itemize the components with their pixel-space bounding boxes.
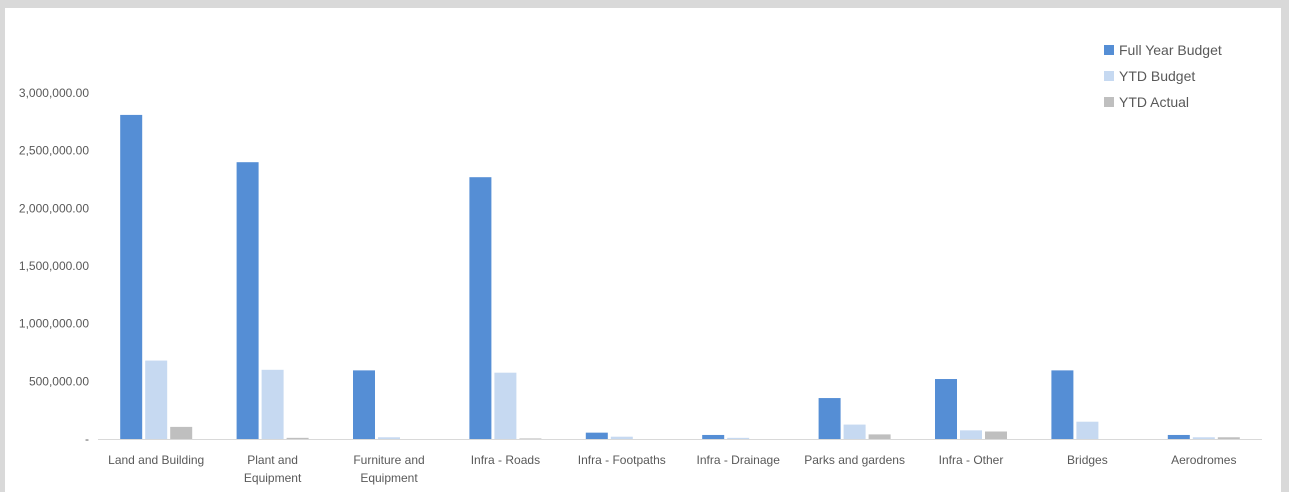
bar-ytd-budget (145, 360, 168, 439)
x-tick-label: Infra - Other (939, 453, 1004, 467)
bar-full-year-budget (120, 114, 143, 439)
bar-full-year-budget (469, 177, 492, 439)
x-tick-label: Infra - Drainage (697, 453, 781, 467)
bar-ytd-budget (1076, 421, 1099, 439)
x-tick-label: Furniture and (353, 453, 424, 467)
bar-ytd-budget (610, 436, 633, 439)
bar-ytd-actual (519, 438, 542, 439)
y-tick-label: 3,000,000.00 (19, 86, 89, 100)
legend-swatch-full-year-budget (1104, 45, 1114, 55)
bar-ytd-actual (868, 434, 891, 439)
bar-ytd-budget (843, 424, 866, 439)
bar-ytd-budget (1192, 437, 1215, 439)
y-tick-label: 2,500,000.00 (19, 144, 89, 158)
bar-ytd-actual (1217, 437, 1240, 439)
y-tick-label: 500,000.00 (29, 374, 89, 388)
y-tick-label: 1,500,000.00 (19, 259, 89, 273)
y-tick-label: - (85, 432, 89, 446)
y-tick-label: 2,000,000.00 (19, 201, 89, 215)
bar-full-year-budget (935, 379, 957, 439)
legend-swatch-ytd-actual (1104, 97, 1114, 107)
x-tick-label: Infra - Footpaths (578, 453, 666, 467)
x-tick-label: Equipment (360, 471, 418, 485)
bar-ytd-budget (960, 430, 982, 439)
bar-full-year-budget (236, 162, 259, 439)
bar-ytd-actual (286, 437, 309, 439)
bar-ytd-budget (378, 437, 400, 439)
bar-full-year-budget (353, 370, 375, 439)
x-tick-label: Aerodromes (1171, 453, 1236, 467)
x-tick-label: Bridges (1067, 453, 1108, 467)
bar-ytd-budget (494, 372, 517, 439)
bar-full-year-budget (1051, 370, 1074, 439)
bar-ytd-actual (170, 426, 193, 439)
x-tick-label: Parks and gardens (804, 453, 905, 467)
x-tick-label: Equipment (244, 471, 302, 485)
x-tick-label: Land and Building (108, 453, 204, 467)
legend-label-ytd-actual: YTD Actual (1119, 94, 1189, 110)
legend-label-full-year-budget: Full Year Budget (1119, 42, 1222, 58)
bar-full-year-budget (702, 434, 725, 439)
bar-full-year-budget (818, 398, 841, 439)
x-tick-label: Infra - Roads (471, 453, 540, 467)
x-tick-label: Plant and (247, 453, 298, 467)
legend-label-ytd-budget: YTD Budget (1119, 68, 1195, 84)
legend-swatch-ytd-budget (1104, 71, 1114, 81)
bar-ytd-budget (261, 369, 284, 439)
bar-ytd-budget (727, 437, 750, 439)
y-tick-label: 1,000,000.00 (19, 317, 89, 331)
bar-ytd-actual (985, 431, 1007, 439)
bar-full-year-budget (585, 432, 608, 439)
bar-full-year-budget (1167, 434, 1190, 439)
